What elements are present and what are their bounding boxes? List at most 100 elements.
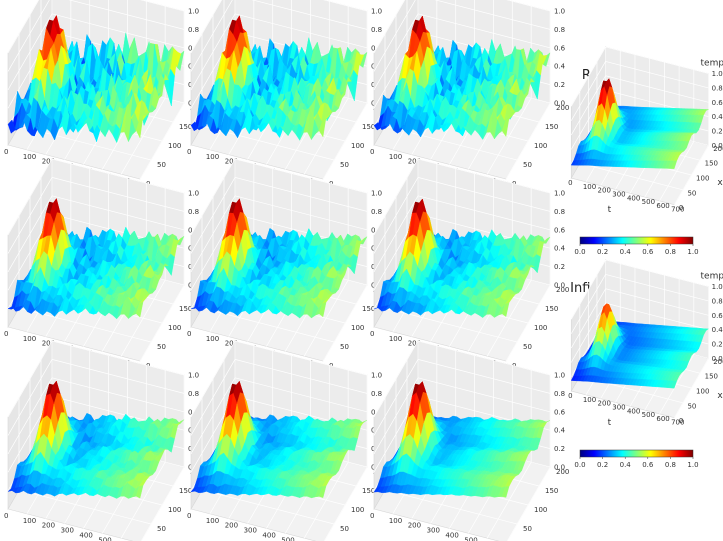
z-tick-label: 0.4 [554,245,566,253]
x-tick-label: 100 [534,142,547,150]
panel-n2: N = 201002003004005006007000501001502000… [187,0,386,190]
t-tick-label: 0 [4,330,8,338]
z-tick-label: 0.8 [371,390,382,398]
t-tick-label: 500 [98,536,111,541]
t-tick-label: 0 [370,330,374,338]
panel-n31: N = 310100200300400500600700050100150200… [4,339,203,541]
z-tick-label: 0.0 [554,282,565,290]
t-tick-label: 200 [225,522,238,530]
z-tick-label: 1.0 [188,8,199,16]
x-tick-label: 150 [179,487,192,495]
x-tick-label: 100 [168,506,181,514]
t-tick-label: 100 [389,517,402,525]
t-tick-label: 500 [281,536,294,541]
z-tick-label: 0.8 [188,26,199,34]
x-tick-label: 50 [523,525,532,533]
t-tick-label: 300 [61,527,74,535]
x-tick-label: 150 [545,305,558,313]
x-tick-label: 150 [362,487,375,495]
t-tick-label: 400 [79,531,92,539]
z-tick-label: 1.0 [371,8,382,16]
x-tick-label: 100 [351,324,364,332]
x-tick-label: 100 [168,142,181,150]
t-tick-label: 0 [187,330,191,338]
t-tick-label: 100 [206,517,219,525]
t-tick-label: 0 [187,148,191,156]
x-tick-label: 100 [351,142,364,150]
t-tick-label: 400 [262,531,275,539]
t-tick-label: 100 [206,335,219,343]
t-tick-label: 200 [42,522,55,530]
z-tick-label: 0.8 [554,26,565,34]
t-tick-label: 0 [187,512,191,520]
z-tick-label: 0.6 [554,408,566,416]
z-tick-label: 0.8 [554,208,565,216]
z-tick-label: 0.8 [188,208,199,216]
z-tick-label: 0.0 [554,464,565,472]
x-tick-label: 150 [362,123,375,131]
x-tick-label: 50 [157,343,166,351]
t-tick-label: 100 [389,335,402,343]
z-tick-label: 0.4 [554,63,566,71]
t-tick-label: 300 [244,527,257,535]
x-tick-label: 50 [157,525,166,533]
panel-n51: N = 510100200300400500600700050100150200… [187,339,386,541]
z-tick-label: 1.0 [371,190,382,198]
panel-n11: N = 110100200300400500600700050100150200… [187,157,386,372]
x-tick-label: 50 [523,343,532,351]
x-tick-label: 150 [545,487,558,495]
z-tick-label: 1.0 [554,372,565,380]
t-tick-label: 200 [42,158,55,166]
z-tick-label: 0.2 [554,81,565,89]
z-tick-label: 0.8 [371,26,382,34]
z-tick-label: 0.4 [554,427,566,435]
x-tick-label: 100 [534,506,547,514]
t-tick-label: 400 [445,531,458,539]
t-tick-label: 0 [370,512,374,520]
x-tick-label: 50 [157,161,166,169]
x-tick-label: 100 [168,324,181,332]
z-tick-label: 1.0 [554,8,565,16]
surface-facet [135,115,144,139]
t-tick-label: 500 [464,536,477,541]
z-tick-label: 0.6 [554,226,566,234]
z-tick-label: 0.8 [188,390,199,398]
z-tick-label: 0.2 [554,263,565,271]
z-tick-label: 0.0 [554,100,565,108]
panel-n101: N = 101010020030040050060070005010015020… [370,339,569,541]
t-tick-label: 100 [23,335,36,343]
t-tick-label: 100 [23,153,36,161]
x-tick-label: 50 [340,161,349,169]
x-tick-label: 50 [523,161,532,169]
x-tick-label: 150 [179,305,192,313]
z-tick-label: 1.0 [554,190,565,198]
x-tick-label: 50 [340,343,349,351]
t-tick-label: 0 [370,148,374,156]
x-tick-label: 100 [534,324,547,332]
z-tick-label: 0.2 [554,445,565,453]
panel-n6: N = 601002003004005006007000501001502000… [4,157,203,372]
z-tick-label: 0.6 [554,44,566,52]
x-tick-label: 50 [340,525,349,533]
panel-n3: N = 301002003004005006007000501001502000… [370,0,569,190]
x-tick-label: 150 [179,123,192,131]
t-tick-label: 100 [206,153,219,161]
x-tick-label: 150 [545,123,558,131]
panel-real-trajectory: Real Trajectory0100200300400500600700050… [568,45,723,256]
z-tick-label: 0.8 [554,390,565,398]
z-tick-label: 0.8 [371,208,382,216]
panel-n1: N = 101002003004005006007000501001502000… [4,0,203,190]
x-tick-label: 150 [362,305,375,313]
z-tick-label: 1.0 [188,190,199,198]
panel-n21: N = 210100200300400500600700050100150200… [370,157,569,372]
t-tick-label: 0 [4,148,8,156]
x-tick-label: 100 [351,506,364,514]
t-tick-label: 300 [427,527,440,535]
t-tick-label: 200 [408,522,421,530]
surface [7,14,185,144]
z-tick-label: 1.0 [371,372,382,380]
z-tick-label: 1.0 [188,372,199,380]
t-tick-label: 100 [389,153,402,161]
t-tick-label: 0 [4,512,8,520]
